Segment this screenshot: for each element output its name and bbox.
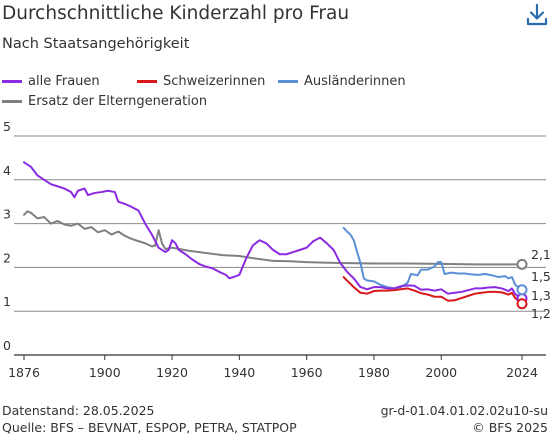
legend-swatch: [2, 100, 22, 103]
end-value-label: 1,5: [531, 269, 550, 284]
y-tick-label: 2: [3, 250, 11, 265]
x-tick-label: 1980: [358, 365, 390, 380]
legend-label: Ersatz der Elterngeneration: [28, 94, 208, 109]
x-tick-label: 1900: [89, 365, 121, 380]
legend-label: alle Frauen: [28, 74, 100, 89]
x-axis: 1876 1900 1920 1940 1960 1980 2000 2024: [8, 355, 538, 380]
x-tick-label: 1920: [156, 365, 188, 380]
legend-item-schweizerinnen[interactable]: Schweizerinnen: [137, 74, 265, 89]
chart-title: Durchschnittliche Kinderzahl pro Frau: [2, 3, 350, 24]
x-tick-label: 2024: [506, 365, 538, 380]
end-marker: [516, 284, 528, 296]
x-tick-label: 1940: [223, 365, 255, 380]
legend-item-alle-frauen[interactable]: alle Frauen: [2, 74, 100, 89]
y-tick-label: 3: [3, 207, 11, 222]
legend-item-ersatz[interactable]: Ersatz der Elterngeneration: [2, 94, 207, 109]
y-tick-label: 5: [3, 119, 11, 134]
download-icon[interactable]: [524, 2, 550, 28]
end-value-label: 1,2: [531, 306, 550, 321]
end-value-label: 1,3: [531, 288, 550, 303]
footer-code: gr-d-01.04.01.02.02u10-su: [380, 403, 548, 418]
x-tick-label: 1876: [8, 365, 40, 380]
footer-copyright: © BFS 2025: [472, 420, 548, 435]
end-markers: 1,3 1,2 1,5 2,1: [516, 247, 550, 321]
footer-source: Quelle: BFS – BEVNAT, ESPOP, PETRA, STAT…: [2, 420, 297, 435]
series-lines: [23, 161, 523, 305]
series-line-3: [23, 210, 523, 266]
legend-item-auslaenderinnen[interactable]: Ausländerinnen: [278, 74, 406, 89]
legend-label: Ausländerinnen: [304, 74, 406, 89]
grid-lines: [14, 135, 546, 356]
series-line-0: [23, 161, 523, 300]
end-marker: [516, 298, 528, 310]
legend-swatch: [278, 80, 298, 83]
x-tick-label: 1960: [291, 365, 323, 380]
series-line-1: [342, 276, 523, 305]
y-tick-label: 4: [3, 163, 11, 178]
end-marker: [516, 258, 528, 270]
end-value-label: 2,1: [531, 247, 550, 262]
y-axis: 0 1 2 3 4 5: [3, 119, 11, 353]
chart-subtitle: Nach Staatsangehörigkeit: [2, 36, 190, 52]
legend-swatch: [2, 80, 22, 83]
y-tick-label: 1: [3, 294, 11, 309]
legend-swatch: [137, 80, 157, 83]
download-button[interactable]: [524, 2, 550, 28]
legend-label: Schweizerinnen: [163, 74, 266, 89]
x-tick-label: 2000: [425, 365, 457, 380]
y-tick-label: 0: [3, 338, 11, 353]
footer-datestand: Datenstand: 28.05.2025: [2, 403, 155, 418]
series-line-2: [342, 226, 523, 291]
